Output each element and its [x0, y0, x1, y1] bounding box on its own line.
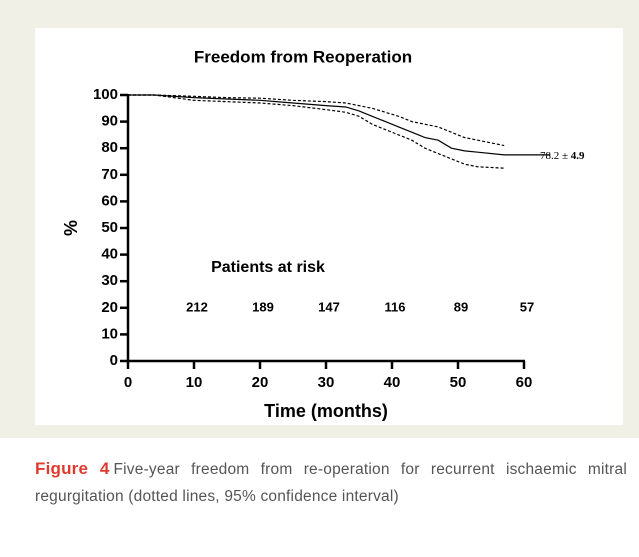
annotation: 78.2 ± 4.9 — [540, 150, 585, 162]
at-risk-count: 89 — [454, 299, 468, 314]
x-tick-label: 50 — [450, 374, 467, 391]
y-tick-label: 70 — [101, 166, 118, 183]
y-tick-label: 20 — [101, 299, 118, 316]
annotation-sign: ± — [562, 150, 568, 162]
at-risk-title: Patients at risk — [211, 259, 325, 276]
at-risk-count: 212 — [186, 299, 208, 314]
plot-background — [35, 28, 623, 425]
chart-title: Freedom from Reoperation — [194, 47, 412, 66]
caption-text: Five-year freedom from re-operation for … — [35, 461, 627, 505]
at-risk-count: 147 — [318, 299, 340, 314]
x-tick-label: 30 — [318, 374, 335, 391]
x-axis-label: Time (months) — [264, 401, 388, 421]
y-tick-label: 90 — [101, 113, 118, 130]
x-tick-label: 10 — [186, 374, 203, 391]
y-tick-label: 50 — [101, 219, 118, 236]
y-tick-label: 80 — [101, 139, 118, 156]
y-tick-label: 60 — [101, 192, 118, 209]
at-risk-count: 116 — [385, 299, 406, 314]
annotation-error: 4.9 — [571, 150, 585, 162]
caption: Figure 4 Five-year freedom from re-operat… — [35, 455, 627, 510]
at-risk-count: 57 — [520, 299, 534, 314]
x-tick-label: 20 — [252, 374, 269, 391]
y-tick-label: 0 — [110, 352, 118, 369]
at-risk-count: 189 — [252, 299, 274, 314]
y-tick-label: 40 — [101, 246, 118, 263]
curve — [128, 94, 551, 156]
y-tick-label: 30 — [101, 272, 118, 289]
chart: Freedom from Reoperation Time (months) %… — [35, 28, 623, 425]
x-tick-label: 40 — [384, 374, 401, 391]
annotation-value: 78.2 — [540, 150, 559, 162]
y-tick-label: 10 — [101, 325, 118, 342]
x-tick-label: 0 — [124, 374, 132, 391]
y-tick-label: 100 — [93, 86, 118, 103]
curve — [128, 94, 505, 169]
x-tick-label: 60 — [516, 374, 533, 391]
y-axis-label: % — [61, 220, 81, 236]
figure-label: Figure 4 — [35, 459, 110, 478]
curve — [128, 94, 505, 147]
